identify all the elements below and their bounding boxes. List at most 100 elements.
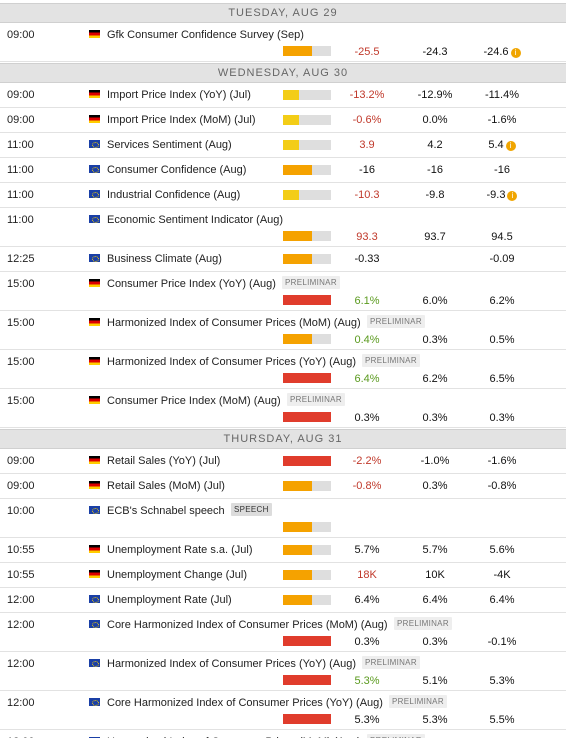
- event-row[interactable]: 12:00 Harmonized Index of Consumer Prices…: [0, 653, 566, 691]
- impact-bar: [283, 231, 331, 241]
- event-name[interactable]: Business Climate (Aug): [107, 253, 222, 265]
- event-name[interactable]: Gfk Consumer Confidence Survey (Sep): [107, 29, 304, 41]
- event-name[interactable]: Consumer Confidence (Aug): [107, 164, 247, 176]
- eu-flag-icon: [89, 506, 100, 514]
- event-row[interactable]: 12:00 Unemployment Rate (Jul) 6.4% 6.4% 6.4%: [0, 589, 566, 613]
- preliminary-badge: PRELIMINAR: [362, 656, 420, 669]
- event-row[interactable]: 11:00 Consumer Confidence (Aug) -16 -16 -16: [0, 159, 566, 183]
- impact-bar-fill: [283, 570, 312, 580]
- event-row[interactable]: 10:55 Unemployment Rate s.a. (Jul) 5.7% 5.7…: [0, 539, 566, 563]
- event-name[interactable]: Unemployment Change (Jul): [107, 569, 248, 581]
- event-row[interactable]: 09:00 Import Price Index (MoM) (Jul) -0.6%…: [0, 109, 566, 133]
- impact-bar: [283, 545, 331, 555]
- event-name[interactable]: ECB's Schnabel speech: [107, 505, 225, 517]
- previous-value-text: 5.5%: [489, 714, 515, 726]
- consensus-value: 0.3%: [422, 636, 448, 648]
- event-row[interactable]: 10:00 ECB's Schnabel speech SPEECH: [0, 500, 566, 538]
- previous-value-text: 5.4: [488, 139, 504, 151]
- eu-flag-icon: [89, 254, 100, 262]
- actual-value: 5.3%: [354, 675, 380, 687]
- event-row[interactable]: 09:00 Retail Sales (MoM) (Jul) -0.8% 0.3% -0…: [0, 475, 566, 499]
- event-name[interactable]: Harmonized Index of Consumer Prices (YoY…: [107, 356, 357, 368]
- previous-value: -24.6 i: [467, 46, 537, 58]
- event-name[interactable]: Economic Sentiment Indicator (Aug): [107, 214, 284, 226]
- event-name[interactable]: Retail Sales (YoY) (Jul): [107, 455, 221, 467]
- event-name[interactable]: Import Price Index (MoM) (Jul): [107, 114, 256, 126]
- impact-bar-fill: [283, 675, 331, 685]
- event-row[interactable]: 09:00 Import Price Index (YoY) (Jul) -13.2…: [0, 84, 566, 108]
- event-name[interactable]: Core Harmonized Index of Consumer Prices…: [107, 619, 388, 631]
- previous-value-text: -0.09: [489, 253, 515, 265]
- revised-info-icon[interactable]: i: [507, 191, 518, 201]
- impact-bar: [283, 570, 331, 580]
- impact-bar: [283, 636, 331, 646]
- germany-flag-icon: [89, 30, 100, 38]
- event-row[interactable]: 09:00 Retail Sales (YoY) (Jul) -2.2% -1.0% -…: [0, 450, 566, 474]
- previous-value: -11.4%: [467, 89, 537, 101]
- consensus-value: 93.7: [424, 231, 446, 243]
- actual-value: 3.9: [359, 139, 375, 151]
- event-row[interactable]: 12:00 Harmonized Index of Consumer Prices…: [0, 731, 566, 738]
- impact-bar-fill: [283, 373, 331, 383]
- impact-bar: [283, 595, 331, 605]
- revised-info-icon[interactable]: i: [510, 48, 521, 58]
- event-row[interactable]: 15:00 Harmonized Index of Consumer Prices…: [0, 312, 566, 350]
- actual-value: -2.2%: [352, 455, 382, 467]
- consensus-value: 6.0%: [422, 295, 448, 307]
- consensus-value: -24.3: [422, 46, 448, 58]
- event-row[interactable]: 09:00 Gfk Consumer Confidence Survey (Sep…: [0, 24, 566, 62]
- event-row[interactable]: 12:00 Core Harmonized Index of Consumer P…: [0, 692, 566, 730]
- event-name[interactable]: Harmonized Index of Consumer Prices (YoY…: [107, 658, 357, 670]
- event-name[interactable]: Import Price Index (YoY) (Jul): [107, 89, 251, 101]
- event-time: 11:00: [7, 189, 34, 201]
- previous-value: -0.8%: [467, 480, 537, 492]
- impact-bar-fill: [283, 140, 299, 150]
- preliminary-badge: PRELIMINAR: [367, 315, 425, 328]
- event-name[interactable]: Industrial Confidence (Aug): [107, 189, 241, 201]
- event-name[interactable]: Consumer Price Index (YoY) (Aug): [107, 278, 276, 290]
- event-name[interactable]: Unemployment Rate (Jul): [107, 594, 232, 606]
- event-time: 11:00: [7, 139, 34, 151]
- previous-value: 5.6%: [467, 544, 537, 556]
- impact-bar-fill: [283, 90, 299, 100]
- consensus-value: 6.4%: [422, 594, 448, 606]
- event-time: 12:00: [7, 658, 35, 670]
- previous-value-text: 6.5%: [489, 373, 515, 385]
- event-name[interactable]: Core Harmonized Index of Consumer Prices…: [107, 697, 383, 709]
- event-row[interactable]: 15:00 Harmonized Index of Consumer Prices…: [0, 351, 566, 389]
- event-name[interactable]: Unemployment Rate s.a. (Jul): [107, 544, 253, 556]
- speech-badge: SPEECH: [231, 503, 272, 516]
- event-row[interactable]: 11:00 Economic Sentiment Indicator (Aug) 9…: [0, 209, 566, 247]
- previous-value: -0.1%: [467, 636, 537, 648]
- germany-flag-icon: [89, 357, 100, 365]
- impact-bar: [283, 165, 331, 175]
- eu-flag-icon: [89, 595, 100, 603]
- previous-value: 5.5%: [467, 714, 537, 726]
- event-row[interactable]: 11:00 Industrial Confidence (Aug) -10.3 -9.…: [0, 184, 566, 208]
- event-row[interactable]: 10:55 Unemployment Change (Jul) 18K 10K -4K: [0, 564, 566, 588]
- previous-value: 94.5: [467, 231, 537, 243]
- eu-flag-icon: [89, 165, 100, 173]
- revised-info-icon[interactable]: i: [505, 141, 516, 151]
- event-name[interactable]: Harmonized Index of Consumer Prices (MoM…: [107, 736, 361, 738]
- event-name[interactable]: Retail Sales (MoM) (Jul): [107, 480, 225, 492]
- impact-bar: [283, 522, 331, 532]
- event-row[interactable]: 12:00 Core Harmonized Index of Consumer P…: [0, 614, 566, 652]
- actual-value: -0.8%: [352, 480, 382, 492]
- event-name[interactable]: Consumer Price Index (MoM) (Aug): [107, 395, 281, 407]
- event-row[interactable]: 15:00 Consumer Price Index (MoM) (Aug) 0.3…: [0, 390, 566, 428]
- actual-value: 93.3: [356, 231, 378, 243]
- event-name[interactable]: Services Sentiment (Aug): [107, 139, 232, 151]
- impact-bar: [283, 140, 331, 150]
- previous-value-text: -9.3: [486, 189, 506, 201]
- event-name[interactable]: Harmonized Index of Consumer Prices (MoM…: [107, 317, 361, 329]
- event-row[interactable]: 11:00 Services Sentiment (Aug) 3.9 4.2 5.4 i: [0, 134, 566, 158]
- previous-value-text: -1.6%: [487, 114, 517, 126]
- event-row[interactable]: 15:00 Consumer Price Index (YoY) (Aug) 6.1…: [0, 273, 566, 311]
- previous-value: 0.5%: [467, 334, 537, 346]
- previous-value: -1.6%: [467, 114, 537, 126]
- eu-flag-icon: [89, 659, 100, 667]
- previous-value: 6.5%: [467, 373, 537, 385]
- event-row[interactable]: 12:25 Business Climate (Aug) -0.33 -0.09: [0, 248, 566, 272]
